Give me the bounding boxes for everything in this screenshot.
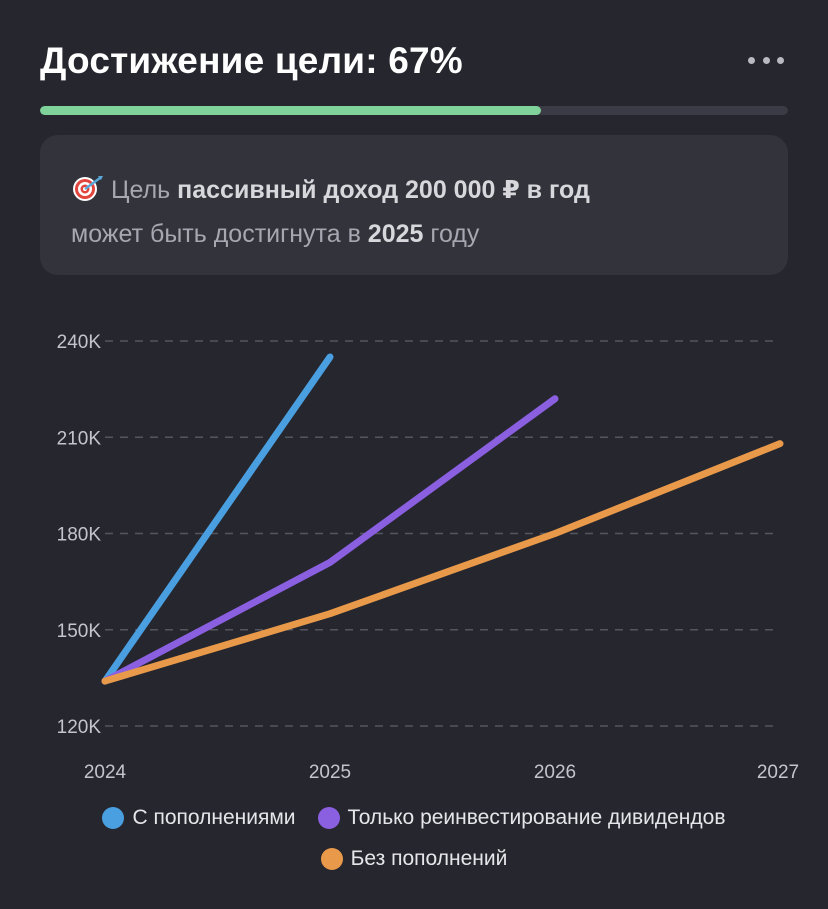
- chart-legend: С пополнениями Только реинвестирование ди…: [0, 800, 828, 882]
- goal-prefix: Цель: [111, 176, 171, 204]
- y-tick-label: 210K: [57, 428, 102, 449]
- page-title: Достижение цели: 67%: [40, 40, 463, 81]
- header: Достижение цели: 67%: [40, 40, 788, 90]
- y-tick-label: 150K: [57, 621, 102, 642]
- x-tick-label: 2027: [757, 762, 799, 783]
- goal-projection-chart: 120K 150K 180K 210K 240K 2024 2025 2026 2027: [57, 332, 800, 783]
- legend-dot: [102, 807, 125, 829]
- legend-item[interactable]: С пополнениями: [102, 806, 296, 830]
- target-dart-icon: [71, 174, 105, 214]
- x-tick-label: 2026: [534, 762, 576, 783]
- goal-card: Цель пассивный доход 200 000 ₽ в год мож…: [40, 135, 788, 275]
- y-tick-label: 240K: [57, 332, 102, 353]
- legend-row: С пополнениями Только реинвестирование ди…: [0, 800, 828, 836]
- y-tick-label: 180K: [57, 525, 102, 546]
- goal-progress-fill: [40, 106, 542, 115]
- legend-label: С пополнениями: [132, 806, 296, 829]
- x-tick-label: 2024: [84, 762, 127, 783]
- more-horizontal-icon[interactable]: [748, 52, 784, 68]
- goal-description: Цель пассивный доход 200 000 ₽ в год мож…: [71, 170, 771, 254]
- x-tick-label: 2025: [309, 762, 351, 783]
- goal-suffix: году: [430, 220, 480, 248]
- legend-item[interactable]: Только реинвестирование дивидендов: [317, 806, 726, 830]
- legend-dot: [317, 807, 340, 829]
- legend-dot: [320, 848, 343, 870]
- legend-label: Только реинвестирование дивидендов: [347, 806, 726, 829]
- series-line-2: [101, 395, 559, 685]
- goal-year: 2025: [367, 220, 424, 248]
- goal-progress-bar: [40, 106, 788, 115]
- legend-label: Без пополнений: [350, 847, 508, 870]
- legend-item[interactable]: Без пополнений: [320, 847, 508, 871]
- series-line-3: [101, 440, 784, 685]
- legend-row: Без пополнений: [0, 841, 828, 877]
- series-line-1: [101, 353, 334, 685]
- goal-middle: может быть достигнута в: [71, 220, 361, 248]
- goal-name: пассивный доход 200 000 ₽ в год: [177, 176, 590, 204]
- y-tick-label: 120K: [57, 717, 102, 738]
